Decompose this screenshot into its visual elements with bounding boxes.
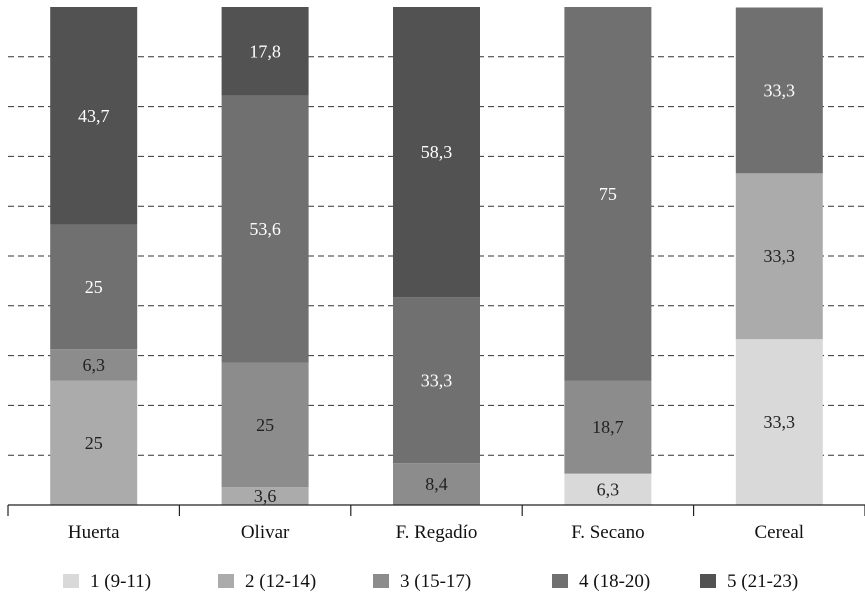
bar-segment xyxy=(564,473,652,505)
bar-segment xyxy=(221,362,309,488)
legend-swatch xyxy=(373,574,389,588)
data-label: 25 xyxy=(256,415,274,435)
data-label: 18,7 xyxy=(592,417,624,437)
data-labels: 25 6,3 25 43,7 3,6 25 53,6 17,8 8,4 33,3 58,3 6,3 18… xyxy=(78,41,795,506)
legend-label: 5 (21-23) xyxy=(727,571,798,592)
x-tick-label: F. Secano xyxy=(571,522,644,543)
bar-segment xyxy=(393,7,480,298)
bar-segment xyxy=(393,297,480,464)
bar-segment xyxy=(50,7,138,225)
data-label: 53,6 xyxy=(249,219,281,239)
data-label: 33,3 xyxy=(764,246,796,266)
legend-swatch xyxy=(63,574,79,588)
bar-segment xyxy=(735,339,823,505)
data-label: 3,6 xyxy=(254,486,277,506)
bars xyxy=(50,7,823,505)
data-label: 17,8 xyxy=(249,41,281,61)
legend-swatch xyxy=(218,574,234,588)
legend-label: 3 (15-17) xyxy=(400,571,471,592)
x-tick-label: F. Regadío xyxy=(396,522,478,543)
data-label: 8,4 xyxy=(425,474,448,494)
legend-swatch xyxy=(700,574,716,588)
data-label: 33,3 xyxy=(421,370,453,390)
bar-segment xyxy=(221,487,309,505)
data-label: 25 xyxy=(85,433,103,453)
bar-segment xyxy=(735,173,823,340)
data-label: 33,3 xyxy=(764,80,796,100)
legend: 1 (9-11) 2 (12-14) 3 (15-17) 4 (18-20) 5 (21… xyxy=(63,571,798,592)
gridlines xyxy=(8,56,865,456)
x-axis: Huerta Olivar F. Regadío F. Secano Cereal xyxy=(7,504,865,543)
legend-swatch xyxy=(552,574,568,588)
bar-segment xyxy=(564,380,652,474)
bar-segment xyxy=(564,7,652,381)
data-label: 25 xyxy=(85,277,103,297)
x-tick-label: Olivar xyxy=(241,522,290,543)
data-label: 43,7 xyxy=(78,106,110,126)
legend-label: 4 (18-20) xyxy=(579,571,650,592)
data-label: 58,3 xyxy=(421,142,453,162)
x-tick-label: Cereal xyxy=(755,522,805,543)
data-label: 33,3 xyxy=(764,412,796,432)
data-label: 6,3 xyxy=(82,355,105,375)
bar-segment xyxy=(735,7,823,174)
bar-segment xyxy=(50,380,138,505)
bar-segment xyxy=(50,349,138,381)
data-label: 75 xyxy=(599,184,617,204)
bar-segment xyxy=(393,463,480,505)
bar-segment xyxy=(50,224,138,350)
legend-label: 2 (12-14) xyxy=(245,571,316,592)
legend-label: 1 (9-11) xyxy=(90,571,151,592)
bar-segment xyxy=(221,95,309,363)
x-tick-label: Huerta xyxy=(68,522,120,543)
bar-segment xyxy=(221,7,309,96)
data-label: 6,3 xyxy=(597,479,620,499)
